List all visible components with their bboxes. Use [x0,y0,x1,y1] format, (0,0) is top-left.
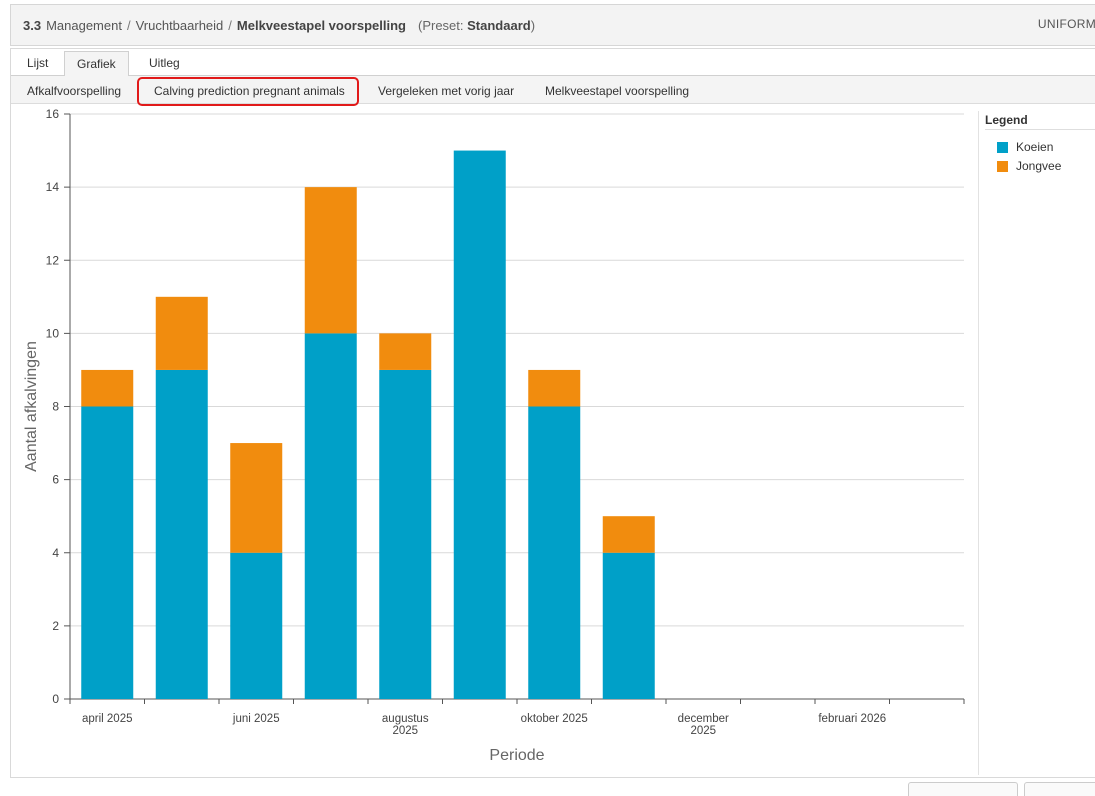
y-tick-label: 0 [52,692,59,706]
footer-button-left[interactable] [908,782,1018,796]
y-tick-label: 4 [52,546,59,560]
stacked-bar-chart: 0 2 4 6 8 10 12 14 16 april 2025 juni 2025 augustus… [23,107,965,764]
x-tick-label: februari 2026 [818,713,886,725]
bar-jongvee [155,296,208,370]
bar-koeien [528,406,581,699]
y-tick-label: 12 [46,253,60,267]
legend-swatch-koeien [997,141,1008,153]
tab-uitleg[interactable]: Uitleg [149,56,180,70]
x-tick-label: augustus [382,713,429,725]
subtab-afkalfvoorspelling[interactable]: Afkalfvoorspelling [27,84,122,98]
legend-swatch-jongvee [997,160,1008,172]
chart-subtabs: Afkalfvoorspelling Calving prediction pr… [11,76,1095,104]
bar-koeien [304,333,357,699]
y-tick-label: 10 [46,326,60,340]
legend-item-jongvee[interactable]: Jongvee [997,159,1095,173]
content-panel: Lijst Grafiek Uitleg Afkalfvoorspelling … [10,48,1095,778]
tab-lijst[interactable]: Lijst [27,56,49,70]
legend-title: Legend [985,113,1095,130]
x-tick-label: 2025 [392,725,418,737]
x-tick-label: oktober 2025 [521,713,588,725]
footer-button-right[interactable] [1024,782,1095,796]
subtab-melkveestapel[interactable]: Melkveestapel voorspelling [545,84,690,98]
bar-koeien [602,552,655,699]
bar-jongvee [602,516,655,553]
legend-divider [978,111,979,775]
legend-label-jongvee: Jongvee [1016,159,1062,173]
bar-jongvee [304,187,357,334]
bar-jongvee [528,369,581,407]
y-tick-label: 16 [46,107,60,121]
subtab-calving-prediction[interactable]: Calving prediction pregnant animals [154,84,345,98]
y-tick-label: 8 [52,400,59,414]
chart-legend: Legend Koeien Jongvee [985,113,1095,178]
breadcrumb-management[interactable]: Management [46,17,122,33]
subtab-vergeleken-vorig-jaar[interactable]: Vergeleken met vorig jaar [378,84,515,98]
y-tick-label: 6 [52,473,59,487]
brand-label: UNIFORM [1037,17,1095,31]
x-tick-label: december [678,713,729,725]
section-number: 3.3 [23,17,42,33]
active-subtab-highlight [137,77,359,106]
x-tick-label: juni 2025 [232,713,280,725]
breadcrumb-header: 3.3 Management / Vruchtbaarheid / Melkve… [10,4,1095,46]
view-tabs: Lijst Grafiek Uitleg [11,49,1095,77]
page-title: Melkveestapel voorspelling [236,17,406,33]
bar-jongvee [81,369,134,407]
y-axis-title: Aantal afkalvingen [23,341,40,472]
legend-item-koeien[interactable]: Koeien [997,140,1095,154]
tab-grafiek[interactable]: Grafiek [64,51,129,77]
y-tick-label: 14 [46,180,60,194]
bar-koeien [230,552,283,699]
bar-koeien [81,406,134,699]
x-tick-label: april 2025 [82,713,133,725]
preset-indicator: (Preset: Standaard) [417,17,536,33]
x-axis-title: Periode [489,747,544,764]
bar-jongvee [379,333,432,370]
x-tick-label: 2025 [690,725,716,737]
y-tick-label: 2 [52,619,59,633]
bar-jongvee [230,443,283,553]
breadcrumb-vruchtbaarheid[interactable]: Vruchtbaarheid [135,17,224,33]
bar-koeien [155,369,208,699]
bar-koeien [379,369,432,699]
legend-label-koeien: Koeien [1016,140,1054,154]
bar-koeien [453,150,506,699]
